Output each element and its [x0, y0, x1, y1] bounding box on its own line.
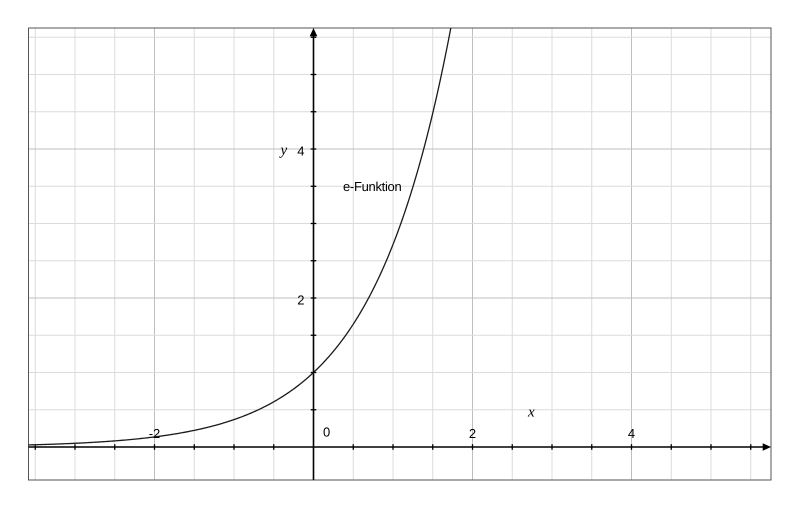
svg-text:4: 4 — [297, 144, 304, 159]
svg-text:x: x — [527, 405, 535, 421]
svg-text:-2: -2 — [149, 426, 161, 441]
svg-text:2: 2 — [297, 293, 304, 308]
svg-text:4: 4 — [628, 426, 635, 441]
svg-text:e-Funktion: e-Funktion — [343, 179, 401, 194]
svg-text:2: 2 — [469, 426, 476, 441]
svg-text:0: 0 — [323, 425, 330, 440]
svg-text:y: y — [279, 143, 288, 159]
